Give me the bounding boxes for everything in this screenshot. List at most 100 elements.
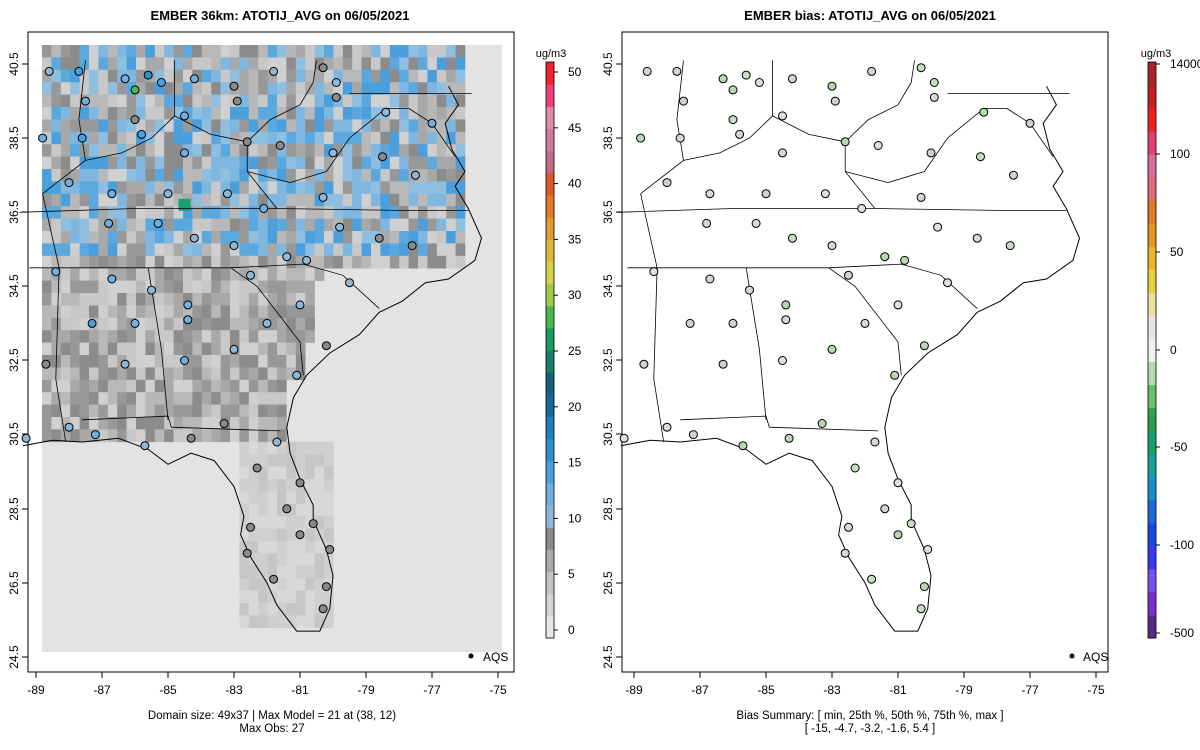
grid-cell <box>408 57 419 71</box>
grid-cell <box>352 255 362 269</box>
grid-cell <box>277 590 287 604</box>
grid-cell <box>60 305 71 319</box>
grid-cell <box>60 119 71 133</box>
grid-cell <box>126 392 137 405</box>
grid-cell <box>258 429 268 443</box>
station-marker <box>705 274 715 284</box>
grid-cell <box>211 268 221 281</box>
station-marker <box>906 519 916 529</box>
colorbar-swatch <box>546 261 554 285</box>
grid-cell <box>154 82 165 95</box>
grid-cell <box>239 553 250 567</box>
grid-cell <box>314 45 325 58</box>
grid-cell <box>117 268 127 281</box>
station-marker <box>675 133 685 143</box>
grid-cell <box>79 317 90 331</box>
grid-cell <box>60 317 71 331</box>
grid-cell <box>51 57 62 71</box>
grid-cell <box>230 417 240 430</box>
grid-cell <box>399 94 409 108</box>
grid-cell <box>192 181 203 195</box>
grid-cell <box>248 578 259 591</box>
grid-cell <box>145 342 156 356</box>
station-marker <box>827 241 837 251</box>
grid-cell <box>295 305 306 319</box>
grid-cell <box>305 541 315 554</box>
max-model-cell <box>178 198 191 211</box>
grid-cell <box>60 255 71 269</box>
grid-cell <box>98 131 109 145</box>
grid-cell <box>164 317 174 331</box>
grid-cell <box>408 181 419 195</box>
grid-cell <box>286 107 297 120</box>
grid-cell <box>220 107 231 120</box>
grid-cell <box>436 69 447 83</box>
grid-cell <box>389 169 400 182</box>
grid-cell <box>248 392 259 405</box>
colorbar-swatch <box>546 239 554 262</box>
grid-cell <box>333 107 344 120</box>
grid-cell <box>380 206 391 219</box>
grid-cell <box>267 541 278 554</box>
grid-cell <box>42 342 52 356</box>
grid-cell <box>286 553 297 567</box>
grid-cell <box>70 280 80 294</box>
grid-cell <box>98 379 109 393</box>
grid-cell <box>98 193 109 207</box>
grid-cell <box>380 57 391 71</box>
grid-cell <box>60 280 71 294</box>
grid-cell <box>267 144 278 157</box>
grid-cell <box>314 218 325 232</box>
grid-cell <box>145 317 156 331</box>
grid-cell <box>446 169 456 182</box>
station-marker <box>827 81 837 91</box>
station-marker <box>229 81 239 91</box>
station-marker <box>246 270 255 280</box>
colorbar-swatch <box>1148 430 1156 455</box>
station-marker <box>180 111 189 121</box>
grid-cell <box>98 317 109 331</box>
grid-cell <box>192 417 203 430</box>
grid-cell <box>211 107 221 120</box>
grid-cell <box>230 156 240 170</box>
grid-cell <box>342 144 353 157</box>
grid-cell <box>248 330 259 343</box>
grid-cell <box>342 107 353 120</box>
station-marker <box>867 66 877 76</box>
grid-cell <box>286 330 297 343</box>
grid-cell <box>399 218 409 232</box>
grid-cell <box>427 243 438 257</box>
grid-cell <box>154 169 165 182</box>
station-marker <box>976 152 985 162</box>
grid-cell <box>107 206 118 219</box>
grid-cell <box>361 119 372 133</box>
grid-cell <box>201 231 212 244</box>
grid-cell <box>248 441 259 455</box>
grid-cell <box>258 293 268 306</box>
station-marker <box>262 318 272 328</box>
grid-cell <box>295 119 306 133</box>
station-marker <box>890 370 900 380</box>
grid-cell <box>230 355 240 368</box>
grid-cell <box>314 57 325 71</box>
grid-cell <box>220 280 231 294</box>
grid-cell <box>305 243 315 257</box>
grid-cell <box>98 218 109 232</box>
colorbar-tick-label: 10 <box>568 511 582 525</box>
grid-cell <box>248 541 259 554</box>
grid-cell <box>455 218 466 232</box>
grid-cell <box>192 94 203 108</box>
grid-cell <box>248 69 259 83</box>
grid-cell <box>51 181 62 195</box>
colorbar-swatch <box>546 482 554 506</box>
grid-cell <box>239 317 250 331</box>
grid-cell <box>436 156 447 170</box>
grid-cell <box>333 169 344 182</box>
y-tick-label: 28.5 <box>601 497 615 521</box>
colorbar-swatch <box>1148 62 1156 86</box>
grid-cell <box>136 107 146 120</box>
grid-cell <box>51 45 62 58</box>
grid-cell <box>60 144 71 157</box>
grid-cell <box>220 330 231 343</box>
grid-cell <box>164 144 174 157</box>
